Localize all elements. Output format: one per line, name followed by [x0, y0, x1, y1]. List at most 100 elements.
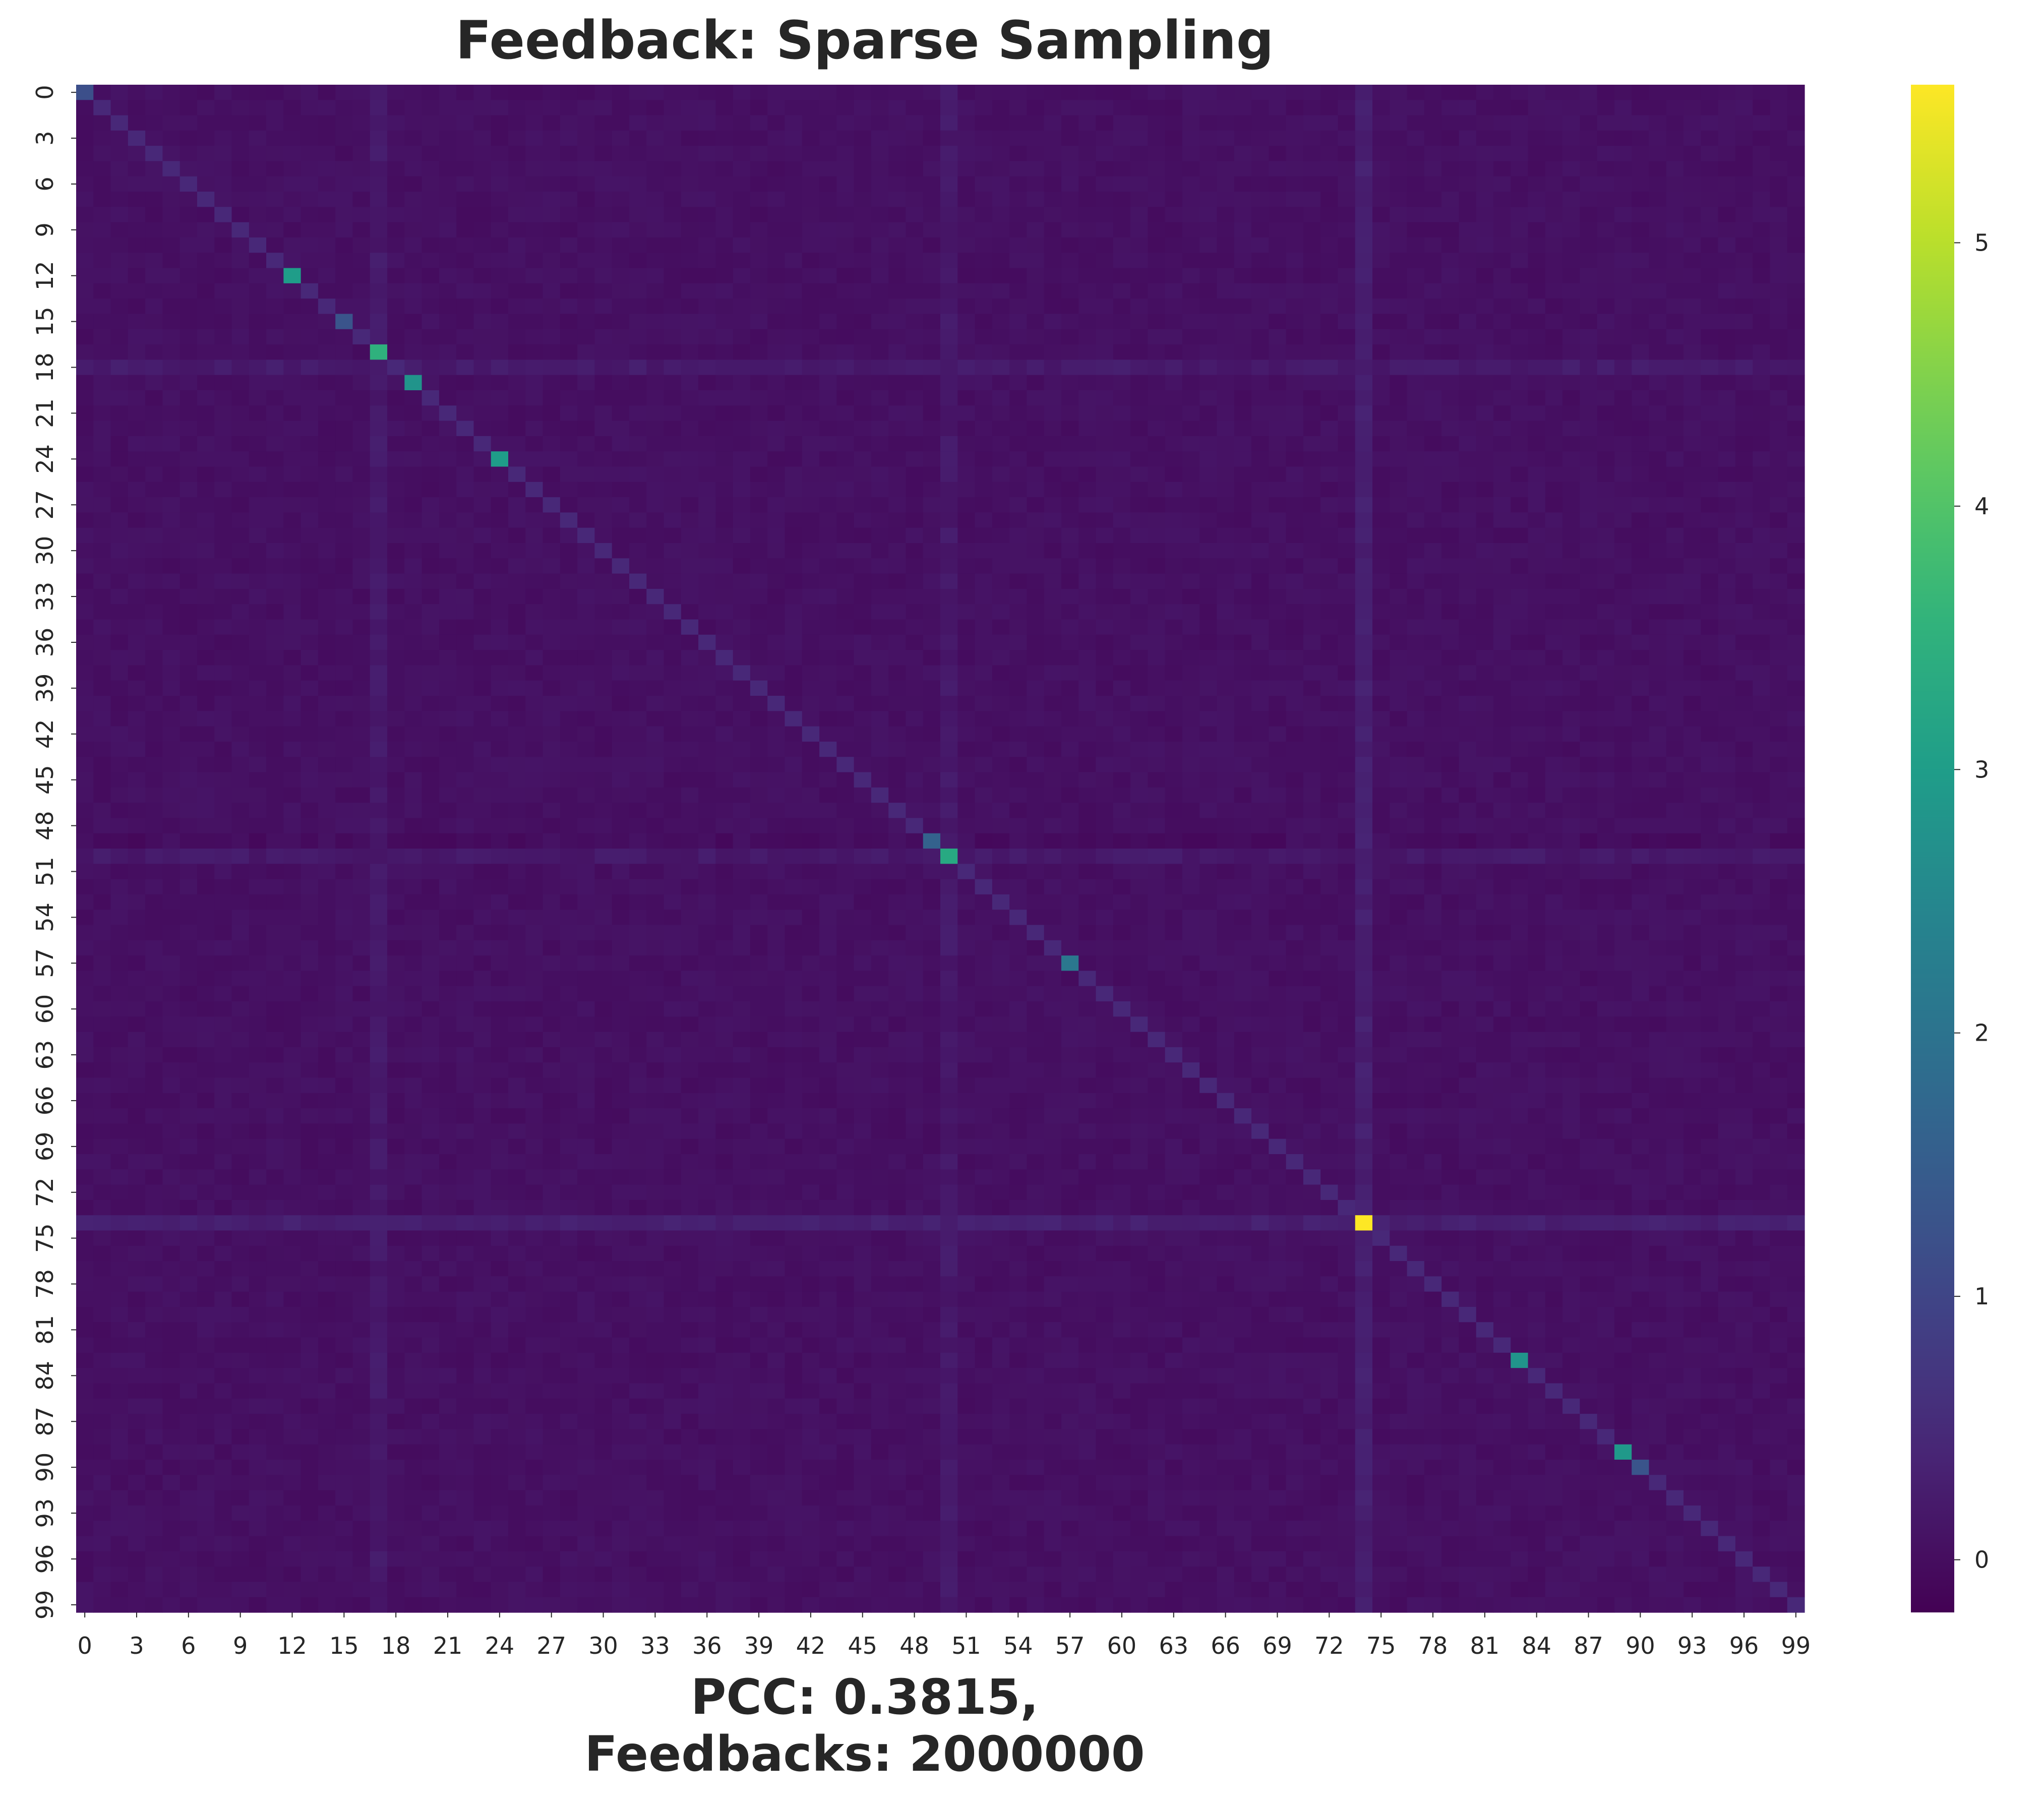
heatmap-cell [1199, 268, 1218, 284]
heatmap-cell [1580, 115, 1598, 131]
heatmap-cell [1286, 527, 1304, 544]
heatmap-cell [1269, 726, 1287, 742]
heatmap-cell [145, 680, 163, 696]
heatmap-cell [543, 512, 561, 528]
heatmap-cell [422, 543, 440, 559]
heatmap-cell [1493, 497, 1511, 513]
heatmap-cell [335, 451, 353, 467]
heatmap-cell [785, 253, 803, 269]
heatmap-cell [836, 634, 855, 650]
heatmap-cell [1390, 192, 1408, 207]
heatmap-cell [1459, 268, 1477, 284]
heatmap-cell [1009, 85, 1027, 100]
heatmap-cell [715, 375, 734, 391]
heatmap-cell [646, 527, 665, 544]
heatmap-cell [1528, 253, 1546, 269]
heatmap-cell [525, 115, 544, 131]
heatmap-cell [802, 176, 820, 192]
heatmap-cell [422, 772, 440, 788]
heatmap-cell [888, 344, 907, 360]
heatmap-cell [525, 634, 544, 650]
heatmap-cell [1511, 115, 1529, 131]
heatmap-cell [560, 100, 578, 116]
heatmap-cell [1718, 390, 1736, 406]
heatmap-cell [214, 161, 232, 177]
heatmap-cell [1545, 757, 1563, 773]
heatmap-cell [1027, 512, 1045, 528]
heatmap-cell [1511, 405, 1529, 422]
heatmap-cell [1044, 787, 1062, 803]
heatmap-cell [110, 619, 129, 635]
heatmap-cell [1787, 85, 1805, 100]
heatmap-cell [1355, 741, 1373, 757]
heatmap-cell [1061, 283, 1079, 299]
heatmap-cell [249, 268, 267, 284]
heatmap-cell [1338, 314, 1356, 330]
heatmap-cell [1320, 482, 1339, 498]
heatmap-cell [335, 237, 353, 253]
heatmap-cell [1390, 741, 1408, 757]
heatmap-cell [594, 176, 613, 192]
heatmap-cell [923, 192, 941, 207]
heatmap-cell [1234, 558, 1252, 574]
heatmap-cell [404, 665, 423, 681]
heatmap-cell [1078, 466, 1097, 483]
heatmap-cell [1614, 741, 1632, 757]
heatmap-cell [491, 161, 509, 177]
heatmap-cell [1684, 757, 1701, 773]
heatmap-cell [1234, 436, 1252, 452]
heatmap-cell [888, 741, 907, 757]
heatmap-cell-diagonal [456, 421, 474, 437]
heatmap-cell [525, 665, 544, 681]
heatmap-cell [110, 207, 129, 223]
heatmap-cell [352, 390, 371, 406]
heatmap-cell [1027, 390, 1045, 406]
heatmap-cell [214, 359, 232, 376]
heatmap-cell [1684, 314, 1701, 330]
heatmap-cell [1320, 665, 1339, 681]
heatmap-cell [128, 726, 146, 742]
heatmap-cell [1199, 283, 1218, 299]
heatmap-cell [283, 405, 302, 422]
heatmap-cell [352, 696, 371, 711]
heatmap-cell [1562, 146, 1580, 162]
heatmap-cell [802, 650, 820, 666]
heatmap-cell [733, 696, 751, 711]
heatmap-cell [1562, 726, 1580, 742]
heatmap-cell [1528, 390, 1546, 406]
heatmap-cell [508, 818, 526, 834]
heatmap-cell [1199, 421, 1218, 437]
heatmap-cell-diagonal [404, 375, 423, 391]
heatmap-cell [733, 85, 751, 100]
heatmap-cell [1269, 558, 1287, 574]
heatmap-cell [629, 726, 647, 742]
heatmap-cell [1701, 421, 1719, 437]
heatmap-cell [1701, 680, 1719, 696]
heatmap-cell [491, 329, 509, 345]
heatmap-cell [387, 619, 405, 635]
heatmap-cell [370, 696, 388, 711]
heatmap-cell [1130, 604, 1148, 620]
heatmap-cell [1476, 436, 1494, 452]
heatmap-cell [404, 421, 423, 437]
heatmap-cell [1303, 268, 1321, 284]
heatmap-cell [1476, 588, 1494, 605]
heatmap-cell [1044, 253, 1062, 269]
heatmap-cell [1061, 390, 1079, 406]
heatmap-cell [1597, 588, 1615, 605]
heatmap-cell [283, 100, 302, 116]
heatmap-cell [1493, 436, 1511, 452]
heatmap-cell [1130, 130, 1148, 146]
heatmap-cell [819, 344, 837, 360]
heatmap-cell [1027, 604, 1045, 620]
heatmap-cell [1113, 543, 1131, 559]
heatmap-cell [664, 497, 682, 513]
heatmap-cell [975, 283, 993, 299]
heatmap-cell [1286, 833, 1304, 849]
heatmap-cell [802, 604, 820, 620]
heatmap-cell [750, 375, 768, 391]
heatmap-cell [370, 558, 388, 574]
heatmap-cell [93, 558, 111, 574]
heatmap-cell [1684, 390, 1701, 406]
heatmap-cell [698, 207, 716, 223]
